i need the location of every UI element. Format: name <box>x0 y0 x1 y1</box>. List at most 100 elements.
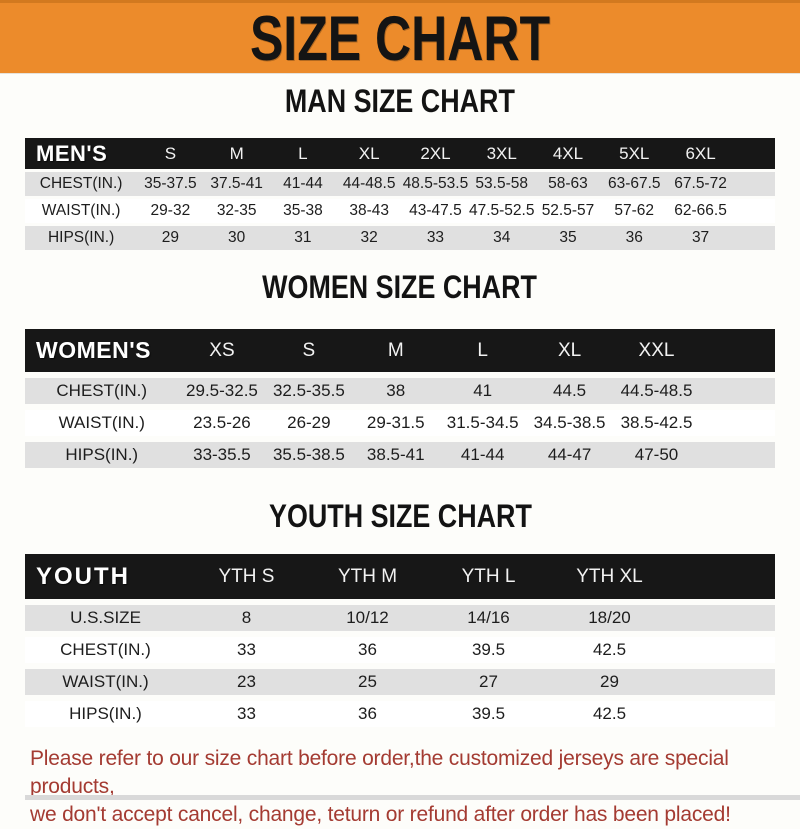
table-header-row: WOMEN'S XS S M L XL XXL <box>25 329 775 372</box>
value-cell: 18/20 <box>588 608 631 627</box>
value-cell: 32-35 <box>216 202 257 219</box>
column-header-cell: S <box>302 339 316 361</box>
value-cell: 33 <box>237 704 256 723</box>
row-label-cell: HIPS(IN.) <box>47 229 115 246</box>
section-youth: YOUTH SIZE CHART YOUTH YTH S YTH M YTH L YTH… <box>0 498 800 733</box>
youth-section-heading: YOUTH SIZE CHART <box>0 498 800 538</box>
column-header-cell: L <box>477 339 488 361</box>
table-row: HIPS(IN.) 33 36 39.5 42.5 <box>25 701 775 727</box>
value-cell: 62-66.5 <box>674 202 727 219</box>
value-cell: 34 <box>493 229 511 246</box>
row-label-cell: HIPS(IN.) <box>69 704 142 723</box>
section-women: WOMEN SIZE CHART WOMEN'S XS S M L XL XXL CHEST(… <box>0 269 800 474</box>
value-cell: 38 <box>386 381 406 400</box>
value-cell: 35-38 <box>283 202 323 219</box>
table-row: WAIST(IN.) 23 25 27 29 <box>25 669 775 695</box>
column-header-cell: S <box>164 143 177 163</box>
value-cell: 48.5-53.5 <box>402 175 469 192</box>
table-row: U.S.SIZE 8 10/12 14/16 18/20 <box>25 605 775 631</box>
value-cell: 33-35.5 <box>193 445 251 464</box>
spacer-cell <box>700 442 775 468</box>
value-cell: 67.5-72 <box>674 175 727 192</box>
column-header-cell: 6XL <box>685 143 716 163</box>
women-section-heading-text: WOMEN SIZE CHART <box>262 269 538 305</box>
value-cell: 37.5-41 <box>210 175 263 192</box>
value-cell: 29 <box>161 229 179 246</box>
value-cell: 47.5-52.5 <box>468 202 535 219</box>
men-size-table: MEN'S S M L XL 2XL 3XL 4XL 5XL 6XL CHEST(IN.) 35-37… <box>25 135 775 253</box>
table-row: CHEST(IN.) 29.5-32.5 32.5-35.5 38 41 44.5 44.5… <box>25 378 775 404</box>
table-row: HIPS(IN.) 33-35.5 35.5-38.5 38.5-41 41-44 44-… <box>25 442 775 468</box>
footer-note: Please refer to our size chart before or… <box>0 745 800 829</box>
table-header-row: YOUTH YTH S YTH M YTH L YTH XL <box>25 554 775 599</box>
value-cell: 53.5-58 <box>475 175 528 192</box>
row-label-cell: WAIST(IN.) <box>58 413 145 432</box>
table-row: WAIST(IN.) 29-32 32-35 35-38 38-43 43-47.5 47.… <box>25 199 775 223</box>
value-cell: 44.5-48.5 <box>620 381 693 400</box>
value-cell: 23.5-26 <box>193 413 251 432</box>
spacer-cell <box>670 637 775 663</box>
value-cell: 47-50 <box>634 445 679 464</box>
value-cell: 25 <box>358 672 377 691</box>
value-cell: 31 <box>294 229 312 246</box>
value-cell: 57-62 <box>614 202 655 219</box>
column-header-cell: YTH XL <box>576 565 643 587</box>
value-cell: 31.5-34.5 <box>446 413 519 432</box>
value-cell: 29.5-32.5 <box>186 381 258 400</box>
value-cell: 29-32 <box>150 202 191 219</box>
men-section-heading: MAN SIZE CHART <box>0 83 800 123</box>
column-header-cell: YTH L <box>461 565 516 587</box>
value-cell: 44-48.5 <box>342 175 396 192</box>
spacer-cell <box>670 605 775 631</box>
table-row: WAIST(IN.) 23.5-26 26-29 29-31.5 31.5-34.5 34… <box>25 410 775 436</box>
value-cell: 10/12 <box>346 608 389 627</box>
value-cell: 8 <box>241 608 252 627</box>
table-title-cell: WOMEN'S <box>36 337 152 363</box>
row-label-cell: CHEST(IN.) <box>60 640 151 659</box>
table-header-row: MEN'S S M L XL 2XL 3XL 4XL 5XL 6XL <box>25 138 775 169</box>
value-cell: 35-37.5 <box>144 175 197 192</box>
value-cell: 36 <box>358 640 377 659</box>
value-cell: 14/16 <box>467 608 510 627</box>
footer-note-line2: we don't accept cancel, change, teturn o… <box>30 803 731 826</box>
column-header-cell: M <box>387 339 404 361</box>
banner: SIZE CHART <box>0 0 800 73</box>
footer-note-line1: Please refer to our size chart before or… <box>30 747 729 798</box>
row-label-cell: CHEST(IN.) <box>39 175 123 192</box>
value-cell: 58-63 <box>548 175 588 192</box>
column-header-cell: 3XL <box>486 143 517 163</box>
spacer-cell <box>700 329 775 372</box>
bottom-strip <box>25 795 800 800</box>
spacer-cell <box>734 226 775 250</box>
value-cell: 35 <box>559 229 577 246</box>
spacer-cell <box>734 138 775 169</box>
row-label-cell: CHEST(IN.) <box>56 381 148 400</box>
value-cell: 39.5 <box>471 640 506 659</box>
section-men: MAN SIZE CHART MEN'S S M L XL 2XL 3XL 4XL 5XL 6XL… <box>0 83 800 253</box>
value-cell: 44-47 <box>547 445 592 464</box>
column-header-cell: M <box>229 143 244 163</box>
value-cell: 26-29 <box>287 413 331 432</box>
value-cell: 32 <box>360 229 378 246</box>
value-cell: 52.5-57 <box>541 202 595 219</box>
spacer-cell <box>700 410 775 436</box>
table-title-cell: YOUTH <box>36 562 130 590</box>
value-cell: 27 <box>479 672 498 691</box>
column-header-cell: XS <box>209 339 235 361</box>
women-section-heading: WOMEN SIZE CHART <box>0 269 800 309</box>
value-cell: 33 <box>237 640 256 659</box>
spacer-cell <box>734 199 775 223</box>
value-cell: 63-67.5 <box>607 175 661 192</box>
women-size-table: WOMEN'S XS S M L XL XXL CHEST(IN.) 29.5-32.5 32.5… <box>25 323 775 474</box>
value-cell: 41 <box>473 381 493 400</box>
value-cell: 33 <box>426 229 445 246</box>
value-cell: 37 <box>691 229 710 246</box>
spacer-cell <box>670 669 775 695</box>
column-header-cell: 2XL <box>420 143 451 163</box>
column-header-cell: L <box>298 143 308 163</box>
value-cell: 41-44 <box>283 175 323 192</box>
value-cell: 23 <box>237 672 256 691</box>
value-cell: 42.5 <box>592 640 627 659</box>
row-label-cell: WAIST(IN.) <box>62 672 149 691</box>
value-cell: 35.5-38.5 <box>272 445 345 464</box>
